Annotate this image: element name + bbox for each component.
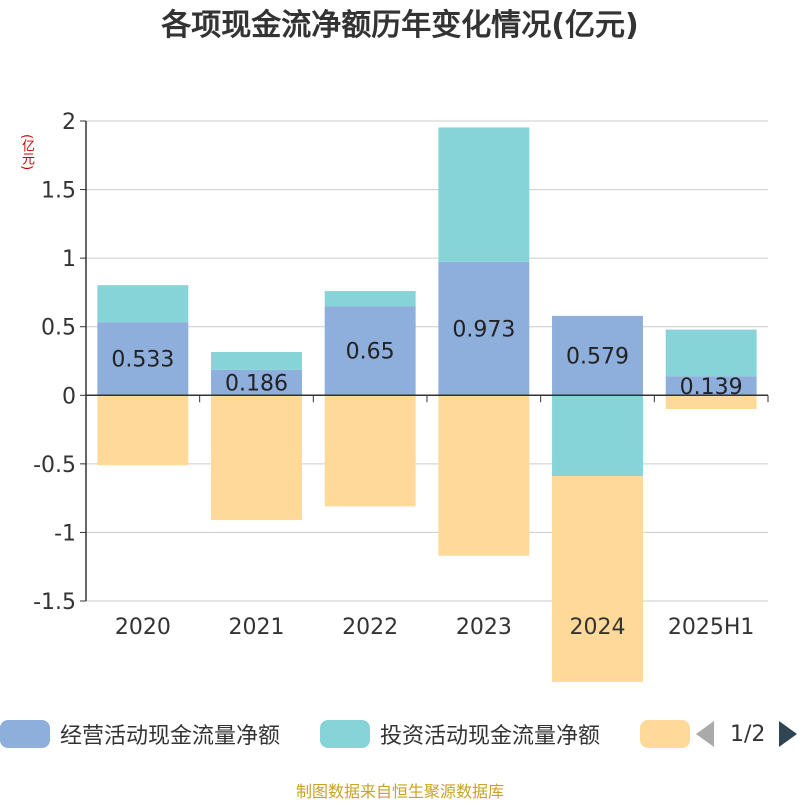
y-tick-label: 1.5 [41, 179, 76, 204]
bar-segment-series-0 [665, 376, 757, 396]
legend-swatch-investing [320, 720, 370, 748]
bar-segment-series-2 [552, 476, 643, 682]
bar-segment-series-1 [552, 395, 643, 477]
legend-label-investing: 投资活动现金流量净额 [380, 724, 601, 749]
y-axis-unit-label: (亿元) [19, 133, 34, 171]
bar-segment-series-0 [438, 261, 530, 396]
legend-item-operating[interactable]: 经营活动现金流量净额 [0, 716, 280, 752]
legend-item-third[interactable] [640, 716, 690, 752]
bar-segment-series-2 [211, 395, 302, 521]
x-tick-label: 2020 [115, 615, 171, 640]
bar-segment-series-1 [438, 127, 530, 262]
chart-title: 各项现金流净额历年变化情况(亿元) [161, 8, 639, 43]
legend-swatch-third [640, 720, 690, 748]
bar-data-label: 0.186 [225, 372, 288, 397]
y-tick-label: 0.5 [41, 316, 76, 341]
bar-segment-series-1 [665, 329, 757, 377]
bar-data-label: 0.579 [566, 345, 629, 370]
legend-next-page-icon[interactable] [779, 721, 798, 747]
bar-segment-series-2 [665, 395, 757, 409]
bar-segment-series-0 [552, 315, 643, 396]
legend-page-indicator: 1/2 [730, 721, 766, 747]
bar-segment-series-0 [97, 322, 189, 396]
bar-segment-series-2 [438, 395, 530, 556]
bar-data-label: 0.65 [346, 340, 395, 365]
y-tick-label: -1 [54, 521, 76, 546]
y-tick-label: 0 [62, 384, 76, 409]
bar-segment-series-1 [97, 285, 189, 323]
legend-prev-page-icon[interactable] [696, 721, 714, 747]
chart-plot: 2 1.5 1 0.5 0 -0.5 -1 -1.5 0.533 0.186 0.65 0.973 0.… [33, 110, 769, 682]
bar-data-label: 0.533 [111, 348, 174, 373]
y-tick-label: 1 [62, 247, 76, 272]
bar-segment-series-0 [211, 369, 302, 396]
x-tick-label: 2023 [456, 615, 512, 640]
legend-label-operating: 经营活动现金流量净额 [60, 724, 281, 749]
source-note: 制图数据来自恒生聚源数据库 [295, 782, 504, 801]
y-tick-label: -1.5 [33, 590, 76, 615]
bar-segment-series-2 [324, 395, 416, 507]
bar-segment-series-2 [97, 395, 189, 466]
bar-data-label: 0.973 [452, 318, 515, 343]
bar-segment-series-0 [324, 306, 416, 396]
legend-item-investing[interactable]: 投资活动现金流量净额 [320, 716, 600, 752]
x-tick-label: 2025H1 [668, 615, 755, 640]
legend: 经营活动现金流量净额 投资活动现金流量净额 [0, 716, 800, 752]
legend-pager: 1/2 [696, 716, 798, 752]
x-tick-label: 2022 [342, 615, 398, 640]
x-tick-label: 2021 [229, 615, 285, 640]
legend-swatch-operating [0, 720, 50, 748]
bar-segment-series-1 [324, 291, 416, 307]
x-tick-label: 2024 [570, 615, 626, 640]
bar-segment-series-1 [211, 351, 302, 370]
y-tick-label: -0.5 [33, 453, 76, 478]
y-tick-label: 2 [62, 110, 76, 135]
